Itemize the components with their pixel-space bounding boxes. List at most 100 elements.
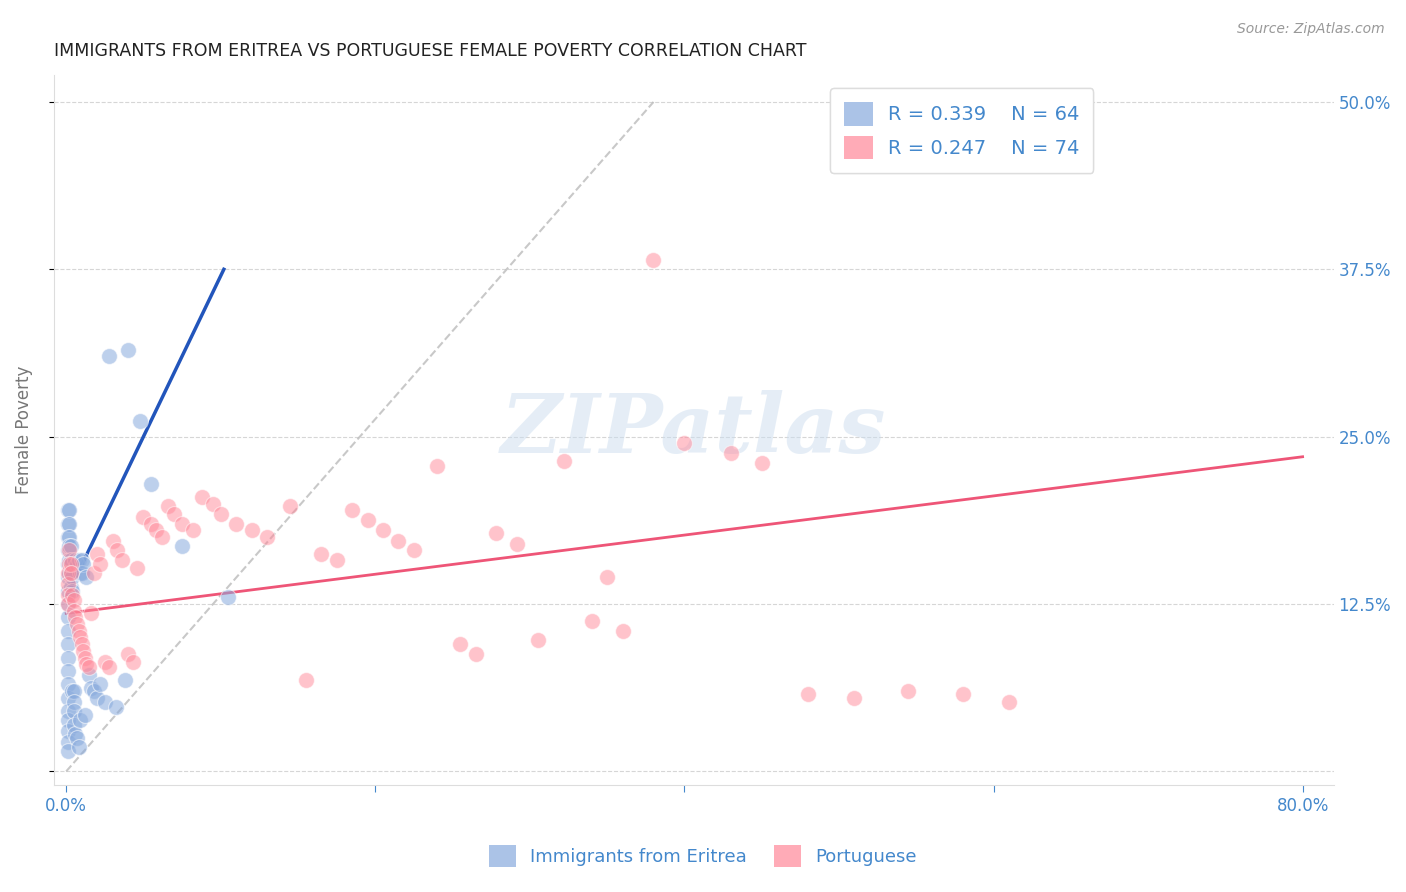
Point: [75, 570, 97, 584]
Point: [449, 637, 471, 651]
Point: [80, 607, 103, 621]
Point: [98, 349, 121, 363]
Point: [58, 566, 80, 581]
Point: [69, 566, 91, 581]
Point: [612, 624, 634, 638]
Point: [66, 617, 89, 632]
Point: [58, 516, 80, 531]
Point: [526, 633, 548, 648]
Point: [59, 540, 82, 554]
Point: [56, 597, 79, 611]
Point: [69, 631, 91, 645]
Point: [56, 724, 79, 739]
Point: [58, 530, 80, 544]
Point: [80, 681, 103, 696]
Point: [75, 657, 97, 672]
Point: [58, 503, 80, 517]
Point: [163, 508, 186, 522]
Point: [63, 684, 86, 698]
Point: [60, 570, 83, 584]
Legend: Immigrants from Eritrea, Portuguese: Immigrants from Eritrea, Portuguese: [482, 838, 924, 874]
Text: IMMIGRANTS FROM ERITREA VS PORTUGUESE FEMALE POVERTY CORRELATION CHART: IMMIGRANTS FROM ERITREA VS PORTUGUESE FE…: [53, 42, 806, 60]
Legend: R = 0.339    N = 64, R = 0.247    N = 74: R = 0.339 N = 64, R = 0.247 N = 74: [830, 88, 1094, 173]
Point: [105, 543, 128, 558]
Point: [56, 735, 79, 749]
Point: [67, 624, 90, 638]
Point: [56, 557, 79, 571]
Point: [952, 687, 974, 701]
Point: [73, 708, 96, 723]
Point: [56, 530, 79, 544]
Point: [121, 655, 143, 669]
Point: [56, 583, 79, 598]
Point: [150, 530, 173, 544]
Point: [56, 566, 79, 581]
Point: [63, 593, 86, 607]
Point: [63, 695, 86, 709]
Point: [673, 436, 696, 450]
Point: [371, 524, 394, 538]
Point: [426, 459, 449, 474]
Point: [56, 516, 79, 531]
Point: [79, 660, 101, 674]
Point: [356, 513, 378, 527]
Point: [202, 497, 225, 511]
Point: [114, 673, 136, 688]
Point: [172, 516, 194, 531]
Point: [111, 553, 134, 567]
Point: [86, 548, 108, 562]
Point: [63, 704, 86, 718]
Point: [141, 516, 163, 531]
Point: [70, 553, 93, 567]
Point: [218, 591, 240, 605]
Point: [897, 684, 920, 698]
Text: Source: ZipAtlas.com: Source: ZipAtlas.com: [1237, 22, 1385, 37]
Point: [73, 650, 96, 665]
Point: [141, 476, 163, 491]
Point: [751, 457, 773, 471]
Point: [59, 566, 82, 581]
Point: [181, 524, 204, 538]
Y-axis label: Female Poverty: Female Poverty: [15, 366, 32, 494]
Point: [63, 717, 86, 731]
Point: [56, 543, 79, 558]
Text: ZIPatlas: ZIPatlas: [501, 390, 886, 470]
Point: [225, 516, 247, 531]
Point: [402, 543, 425, 558]
Point: [70, 566, 93, 581]
Point: [86, 690, 108, 705]
Point: [56, 664, 79, 678]
Point: [56, 588, 79, 602]
Point: [67, 553, 90, 567]
Point: [94, 655, 117, 669]
Point: [129, 414, 152, 428]
Point: [59, 566, 82, 581]
Point: [172, 540, 194, 554]
Point: [157, 500, 180, 514]
Point: [70, 637, 93, 651]
Point: [60, 588, 83, 602]
Point: [340, 503, 363, 517]
Point: [66, 557, 89, 571]
Point: [89, 557, 111, 571]
Point: [643, 252, 665, 267]
Point: [66, 731, 89, 745]
Point: [797, 687, 820, 701]
Point: [89, 677, 111, 691]
Point: [104, 700, 127, 714]
Point: [59, 580, 82, 594]
Point: [60, 684, 83, 698]
Point: [56, 503, 79, 517]
Point: [117, 647, 139, 661]
Point: [127, 561, 149, 575]
Point: [56, 744, 79, 758]
Point: [56, 624, 79, 638]
Point: [145, 524, 167, 538]
Point: [58, 540, 80, 554]
Point: [309, 548, 332, 562]
Point: [720, 446, 742, 460]
Point: [63, 604, 86, 618]
Point: [58, 557, 80, 571]
Point: [58, 553, 80, 567]
Point: [56, 597, 79, 611]
